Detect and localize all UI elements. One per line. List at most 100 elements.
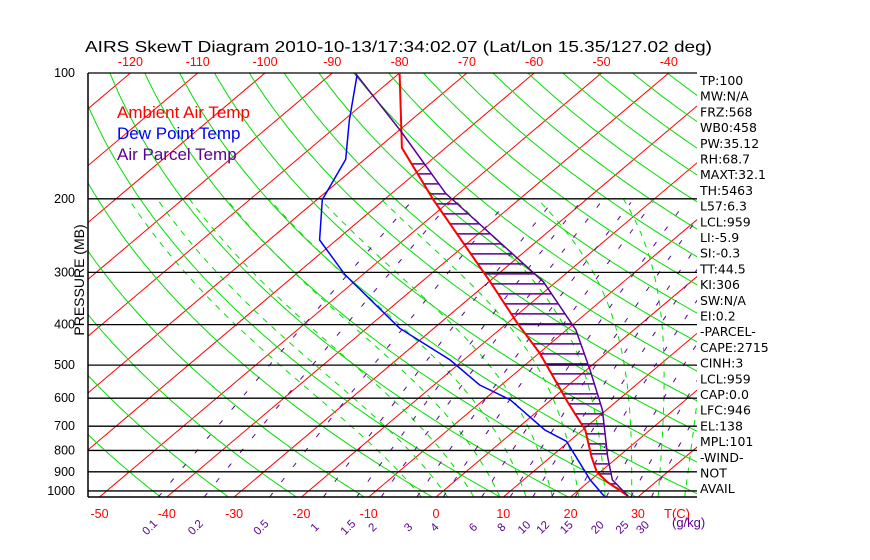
pressure-tick-label: 800 [54,443,75,457]
y-axis-label: PRESSURE (MB) [71,224,87,335]
dry-adiabat-line [88,374,229,497]
isotherm-line [233,105,697,497]
chart-title: AIRS SkewT Diagram 2010-10-13/17:34:02.0… [85,39,712,56]
top-temp-tick-label: -90 [323,55,341,69]
bottom-temp-tick-label: -20 [292,507,310,521]
dry-adiabat-line [283,73,697,402]
top-temp-tick-label: -40 [660,55,678,69]
stat-item: SI:-0.3 [700,246,740,261]
bottom-temp-tick-label: 30 [631,507,645,521]
stat-item: TT:44.5 [699,261,746,276]
moist-adiabat-line [380,198,580,497]
stat-item: -PARCEL- [700,324,756,339]
mixing-ratio-line [380,202,602,497]
stat-item: MW:N/A [700,89,749,104]
parcel-temp-line [354,73,629,497]
stats-panel: TP:100MW:N/AFRZ:568WB0:458PW:35.12RH:68.… [699,73,769,496]
pressure-tick-label: 200 [54,192,75,206]
top-temp-tick-label: -80 [391,55,409,69]
dry-adiabat-line [248,73,697,432]
mixing-ratio-label: 20 [589,519,607,537]
pressure-tick-label: 1000 [47,484,75,498]
cape-hatch [411,163,617,485]
stat-item: LFC:946 [700,403,751,418]
mixing-ratio-label: 1.5 [339,518,359,538]
stat-item: MPL:101 [700,434,753,449]
moist-adiabat-line [319,198,553,497]
isotherm-line [88,73,333,280]
moist-adiabat-line [537,198,633,497]
background-lines [0,73,870,497]
stat-item: MAXT:32.1 [700,167,766,182]
stat-item: EI:0.2 [700,309,736,324]
mixing-ratio-label: 30 [634,519,652,537]
stat-item: WB0:458 [700,120,757,135]
mixing-ratio-label: 8 [496,521,509,534]
dry-adiabat-line [213,73,697,463]
moist-adiabat-line [684,397,697,497]
top-temp-tick-label: -100 [253,55,278,69]
pressure-tick-label: 900 [54,465,75,479]
moist-adiabat-line [156,198,449,497]
moist-adiabat-line [188,198,475,497]
stat-item: CINH:3 [700,356,743,371]
isotherm-line [88,73,468,394]
top-temp-tick-label: -120 [118,55,143,69]
mixing-ratio-label: 3 [402,521,415,534]
stat-item: RH:68.7 [700,152,750,167]
stat-item: NOT [700,466,727,481]
legend-ambient: Ambient Air Temp [117,103,250,122]
dry-adiabat-line [353,73,697,343]
isotherm-line [773,73,870,497]
pressure-tick-label: 700 [54,419,75,433]
top-temp-tick-label: -60 [525,55,543,69]
stat-item: TP:100 [699,73,743,88]
dry-adiabat-line [179,73,697,495]
dry-adiabat-line [88,433,161,497]
ambient-temp-line [398,73,629,497]
mixing-ratio-label: 10 [516,519,534,537]
bottom-temp-tick-label: -50 [90,507,108,521]
mixing-ratio-label: 0.2 [186,518,206,538]
legend-parcel: Air Parcel Temp [117,145,237,164]
dry-adiabat-line [807,73,870,497]
isotherm-line [0,73,63,497]
mixing-ratio-label: 6 [467,521,480,534]
mixing-ratio-line [157,202,412,497]
moist-adiabat-line [128,198,422,497]
stat-item: PW:35.12 [700,136,759,151]
dry-adiabat-line [457,73,697,258]
stat-item: AVAIL [700,481,735,496]
stat-item: CAP:0.0 [700,387,749,402]
bottom-temp-tick-label: 10 [496,507,510,521]
bottom-temp-tick-label: -40 [158,507,176,521]
pressure-tick-label: 600 [54,391,75,405]
profiles [318,73,629,497]
dry-adiabat-line [88,250,365,497]
pressure-tick-label: 100 [54,66,75,80]
mixing-ratio-label: 0.5 [252,518,272,538]
dry-adiabat-line [423,73,697,286]
dry-adiabat-line [842,73,870,497]
mixing-ratio-label: 15 [558,519,576,537]
isotherm-line [88,73,400,337]
temp-unit-label: T(C) [664,506,690,521]
top-temp-tick-label: -70 [458,55,476,69]
stat-item: CAPE:2715 [700,340,769,355]
pressure-tick-label: 400 [54,318,75,332]
mixing-ratio-label: 4 [429,521,442,534]
stat-item: -WIND- [700,450,744,465]
stat-item: LCL:959 [700,371,751,386]
mixing-ratio-line [532,245,697,497]
bottom-temp-tick-label: 20 [564,507,578,521]
moist-adiabat-line [225,198,501,497]
stat-item: KI:306 [700,277,740,292]
mixing-ratio-line [203,202,451,497]
stat-item: EL:138 [700,418,743,433]
isotherm-line [88,73,199,167]
bottom-temp-tick-label: 0 [433,507,440,521]
dry-adiabat-line [388,73,697,314]
dry-adiabat-line [88,181,433,497]
isotherm-line [88,73,266,224]
